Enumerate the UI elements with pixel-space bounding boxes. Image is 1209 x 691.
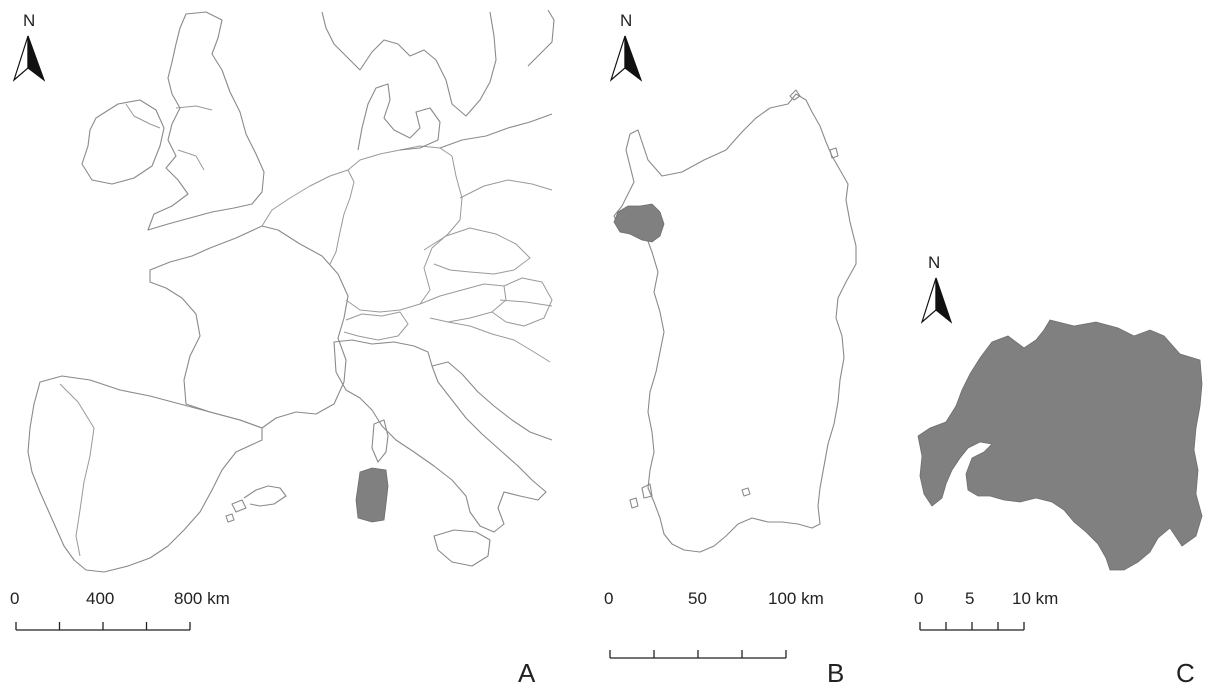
scale-c-tick-mid: 5 [965, 589, 974, 608]
sardinia-highlight-a [355, 467, 389, 523]
norway-fjords [321, 11, 361, 71]
sardinia-islets-b [629, 89, 839, 509]
benelux-border [261, 169, 355, 265]
north-africa-coast [243, 485, 287, 507]
panel-label-b: B [827, 658, 844, 688]
ireland-border [125, 103, 161, 129]
north-arrow-c: N [920, 253, 953, 324]
great-britain-coast [147, 11, 265, 231]
corsica-coast [371, 419, 389, 463]
baltic-states-coast [527, 9, 555, 67]
balkans-border [447, 299, 553, 363]
north-label-a: N [23, 11, 35, 30]
hungary-border [491, 277, 553, 327]
north-label-b: N [620, 11, 632, 30]
sardinia-coast-b [613, 93, 857, 553]
baltic-coast [439, 113, 553, 149]
study-area-c [917, 319, 1203, 571]
scandinavia-coast [359, 11, 497, 117]
panel-label-c: C [1176, 658, 1195, 688]
austria-border [419, 283, 507, 323]
scale-bar-c: 0 5 10 km [914, 589, 1058, 631]
scale-a-tick-max: 800 km [174, 589, 230, 608]
scale-b-tick-max: 100 km [768, 589, 824, 608]
north-arrow-icon [609, 35, 643, 82]
scale-c-tick-0: 0 [914, 589, 923, 608]
france-coast [149, 225, 349, 429]
study-area-highlight-b [613, 203, 665, 243]
north-arrow-icon [920, 277, 953, 324]
poland-border [459, 179, 553, 199]
scale-bar-b: 0 50 100 km [604, 589, 824, 659]
north-label-c: N [928, 253, 940, 272]
panel-b-map: N 0 50 100 km B [604, 11, 857, 688]
panel-c-map: N 0 5 10 km C [914, 253, 1203, 688]
spain-portugal-border [59, 383, 95, 557]
scale-b-tick-mid: 50 [688, 589, 707, 608]
czechia-border [423, 227, 531, 275]
adriatic-coast [431, 361, 553, 441]
italy-coast [333, 339, 547, 533]
north-arrow-icon [12, 35, 46, 82]
balearic-islands [225, 499, 247, 523]
ireland-coast [81, 99, 165, 185]
scale-c-tick-max: 10 km [1012, 589, 1058, 608]
uk-internal-borders [175, 105, 213, 171]
iberia-coast [27, 375, 263, 573]
north-arrow-a: N [12, 11, 46, 82]
scale-b-tick-0: 0 [604, 589, 613, 608]
panel-a-map: N 0 400 800 km A [10, 9, 555, 688]
denmark-coast [357, 83, 441, 151]
north-arrow-b: N [609, 11, 643, 82]
sicily-coast [433, 529, 491, 567]
panel-label-a: A [518, 658, 536, 688]
scale-bar-a: 0 400 800 km [10, 589, 230, 631]
scale-a-tick-mid: 400 [86, 589, 114, 608]
germany-border [345, 145, 463, 313]
scale-a-tick-0: 0 [10, 589, 19, 608]
switzerland-border [343, 311, 409, 341]
